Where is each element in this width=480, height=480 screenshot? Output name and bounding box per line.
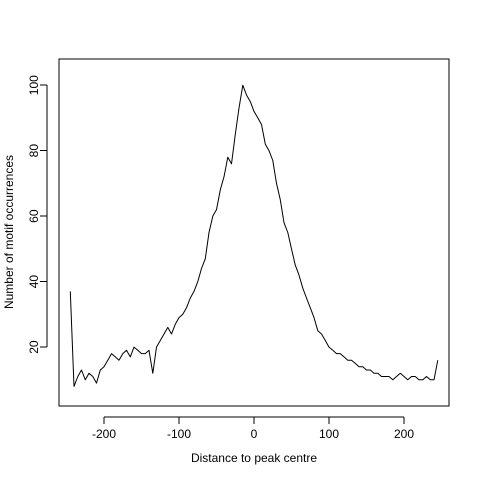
x-axis-ticks: -200 -100 0 100 200 [92,417,414,441]
y-tick-label: 100 [27,75,41,95]
x-tick-label: -100 [167,427,191,441]
y-tick-label: 20 [27,340,41,354]
x-tick-label: 200 [394,427,414,441]
y-tick-label: 60 [27,209,41,223]
x-tick-label: -200 [92,427,116,441]
x-tick-label: 100 [319,427,339,441]
y-tick-label: 40 [27,275,41,289]
series-line [69,84,439,387]
x-tick-label: 0 [251,427,258,441]
plot-frame [58,58,450,407]
y-axis-ticks: 20 40 60 80 100 [27,75,47,354]
x-axis-title: Distance to peak centre [191,451,317,465]
y-tick-label: 80 [27,144,41,158]
y-axis-title: Number of motif occurrences [2,155,16,309]
